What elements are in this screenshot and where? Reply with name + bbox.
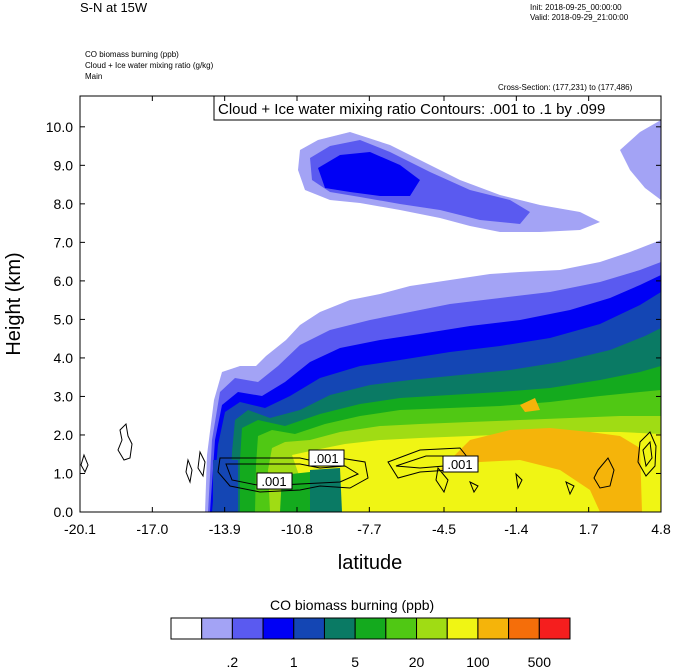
colorbar-tick-label: 5 [351,654,359,668]
x-tick-label: 4.8 [651,521,671,537]
colorbar: .2 1 5 20 100 500 [170,617,571,668]
colorbar-swatch [446,617,479,640]
y-tick-label: 9.0 [54,157,74,173]
colorbar-swatch [262,617,295,640]
contour-info-box [213,95,662,121]
colorbar-swatch [477,617,510,640]
x-tick-label: -1.4 [504,521,528,537]
y-tick-label: 5.0 [54,311,74,327]
colorbar-swatch [385,617,418,640]
y-tick-label: 1.0 [54,465,74,481]
field-label-main: Main [85,72,103,81]
co-upper-blue [318,152,420,196]
cloud-contour [565,481,575,496]
co-level-orange [440,428,642,512]
cloud-contour [469,480,479,494]
colorbar-tick-label: 1 [290,654,298,668]
cloud-contour [185,458,193,484]
colorbar-tick-label: 500 [528,654,552,668]
cloud-contour [593,457,615,489]
y-tick-label: 8.0 [54,196,74,212]
y-tick-label: 6.0 [54,273,74,289]
cloud-contour [197,450,206,478]
cloud-contour [637,431,657,477]
colorbar-swatch [293,617,325,640]
field-label-cloud: Cloud + Ice water mixing ratio (g/kg) [85,61,214,70]
colorbar-swatch [416,617,448,640]
co-right-edge-light-blue [620,120,661,200]
y-tick-label: 7.0 [54,234,74,250]
x-tick-label: -20.1 [64,521,96,537]
contour-label: .001 [261,474,286,489]
x-axis-label: latitude [338,552,403,574]
colorbar-tick-label: 100 [466,654,490,668]
y-tick-label: 2.0 [54,427,74,443]
co-orange-spot [520,398,540,412]
init-time: Init: 2018-09-25_00:00:00 [530,3,622,12]
y-tick-label: 0.0 [54,504,74,520]
colorbar-swatch [170,617,203,640]
colorbar-title: CO biomass burning (ppb) [270,597,435,613]
y-axis-label: Height (km) [3,252,25,355]
contour-label: .001 [447,457,472,472]
contour-label-box [442,455,479,473]
contour-label-box [308,449,345,467]
colorbar-swatch [538,617,571,640]
colorbar-swatch [231,617,264,640]
colorbar-swatch [354,617,387,640]
cloud-contour [642,440,653,468]
cloud-contour [117,422,133,461]
x-tick-label: -7.7 [357,521,381,537]
colorbar-swatch [508,617,540,640]
co-teal-column [310,468,342,512]
x-tick-label: -13.9 [209,521,241,537]
y-tick-label: 4.0 [54,350,74,366]
field-label-co: CO biomass burning (ppb) [85,50,179,59]
x-axis: -20.1 -17.0 -13.9 -10.8 -7.7 -4.5 -1.4 1.7 4.8 [64,96,671,537]
contour-labels: .001 .001 .001 [256,449,479,490]
cloud-contour [435,466,449,494]
y-tick-label: 3.0 [54,388,74,404]
x-tick-label: 1.7 [579,521,599,537]
colorbar-swatch [323,617,356,640]
x-tick-label: -17.0 [136,521,168,537]
colorbar-tick-label: 20 [409,654,425,668]
contour-label: .001 [313,451,338,466]
co-dark-column [213,460,238,512]
plot-title: S-N at 15W [80,0,148,15]
colorbar-swatch [201,617,233,640]
co-filled-contours [205,120,661,512]
contour-info-text: Cloud + Ice water mixing ratio Contours:… [218,101,605,118]
colorbar-tick-label: .2 [227,654,239,668]
cross-section-label: Cross-Section: (177,231) to (177,486) [498,83,633,92]
y-tick-label: 10.0 [46,119,73,135]
cloud-contour [80,453,89,474]
contour-label-box [256,472,293,490]
cloud-contour [515,472,523,490]
valid-time: Valid: 2018-09-29_21:00:00 [530,13,629,22]
x-tick-label: -4.5 [432,521,456,537]
y-axis: 0.0 1.0 2.0 3.0 4.0 5.0 6.0 7.0 8.0 9.0 10.0 [46,119,661,520]
x-tick-label: -10.8 [281,521,313,537]
